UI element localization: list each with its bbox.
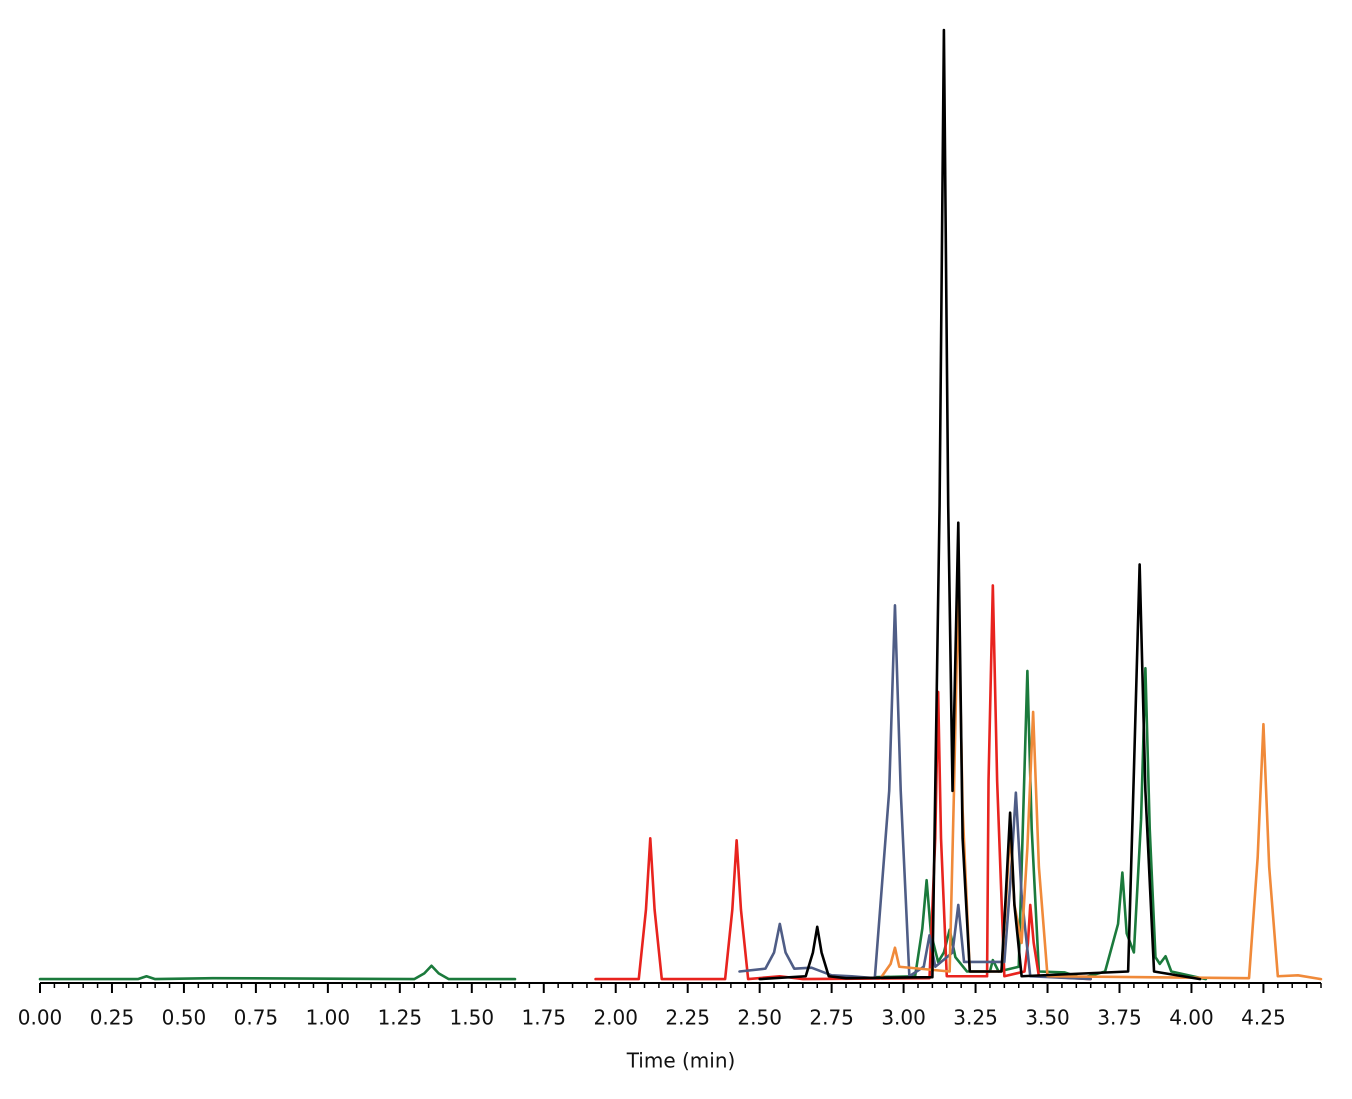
x-tick-label: 1.50 (450, 1006, 495, 1030)
series-line (38, 964, 517, 981)
series-line (873, 666, 1208, 981)
x-tick-label: 4.00 (1169, 1006, 1214, 1030)
x-tick-label: 4.25 (1241, 1006, 1286, 1030)
series-line (758, 28, 1202, 981)
x-tick-label: 3.25 (953, 1006, 998, 1030)
x-tick-label: 0.25 (90, 1006, 135, 1030)
x-tick-label: 2.25 (665, 1006, 710, 1030)
x-tick-label: 3.00 (881, 1006, 926, 1030)
x-tick-label: 3.75 (1097, 1006, 1142, 1030)
x-tick-label: 2.50 (737, 1006, 782, 1030)
x-tick-label: 3.50 (1025, 1006, 1070, 1030)
x-tick-label: 2.00 (593, 1006, 638, 1030)
x-tick-label: 2.75 (809, 1006, 854, 1030)
x-tick-label: 0.50 (162, 1006, 207, 1030)
x-tick-label: 1.25 (378, 1006, 423, 1030)
series-line (738, 604, 1093, 981)
x-tick-label: 1.00 (306, 1006, 351, 1030)
series-line (879, 585, 1323, 981)
x-tick-label: 1.75 (521, 1006, 566, 1030)
x-tick-label: 0.00 (18, 1006, 63, 1030)
x-axis-label: Time (min) (626, 1049, 736, 1073)
x-tick-label: 0.75 (234, 1006, 279, 1030)
